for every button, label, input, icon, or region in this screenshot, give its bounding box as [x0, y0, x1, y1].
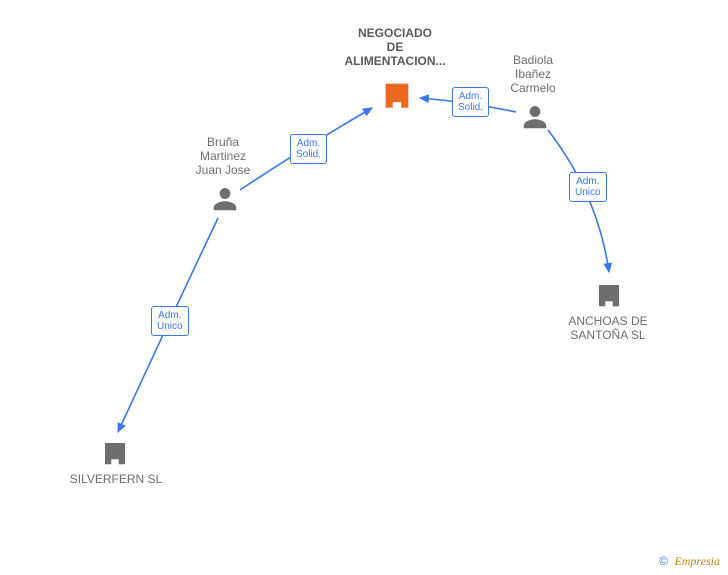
node-personR[interactable]: Badiola Ibañez Carmelo — [493, 53, 573, 95]
person-icon — [520, 102, 550, 132]
edge-label: Adm. Unico — [151, 306, 189, 336]
node-label: NEGOCIADO DE ALIMENTACION... — [335, 26, 455, 68]
person-icon — [210, 184, 240, 214]
node-label: SILVERFERN SL — [61, 472, 171, 486]
node-companyL[interactable]: SILVERFERN SL — [61, 468, 171, 482]
copyright-symbol: © — [659, 554, 668, 568]
edge-label: Adm. Solid. — [452, 87, 489, 117]
company-icon — [380, 78, 414, 112]
node-personL[interactable]: Bruña Martinez Juan Jose — [178, 135, 268, 177]
node-companyR[interactable]: ANCHOAS DE SANTOÑA SL — [558, 310, 658, 338]
node-label: Badiola Ibañez Carmelo — [493, 53, 573, 95]
node-label: Bruña Martinez Juan Jose — [178, 135, 268, 177]
edge-label: Adm. Unico — [569, 172, 607, 202]
node-center[interactable]: NEGOCIADO DE ALIMENTACION... — [335, 26, 455, 68]
copyright: © Empresia — [659, 554, 720, 569]
edge-label: Adm. Solid. — [290, 134, 327, 164]
company-icon — [594, 280, 624, 310]
company-icon — [100, 438, 130, 468]
node-label: ANCHOAS DE SANTOÑA SL — [558, 314, 658, 342]
copyright-brand: Empresia — [674, 554, 720, 568]
diagram-canvas: NEGOCIADO DE ALIMENTACION... Bruña Marti… — [0, 0, 728, 575]
